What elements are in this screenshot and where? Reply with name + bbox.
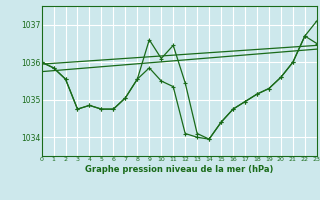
X-axis label: Graphe pression niveau de la mer (hPa): Graphe pression niveau de la mer (hPa) [85, 165, 273, 174]
